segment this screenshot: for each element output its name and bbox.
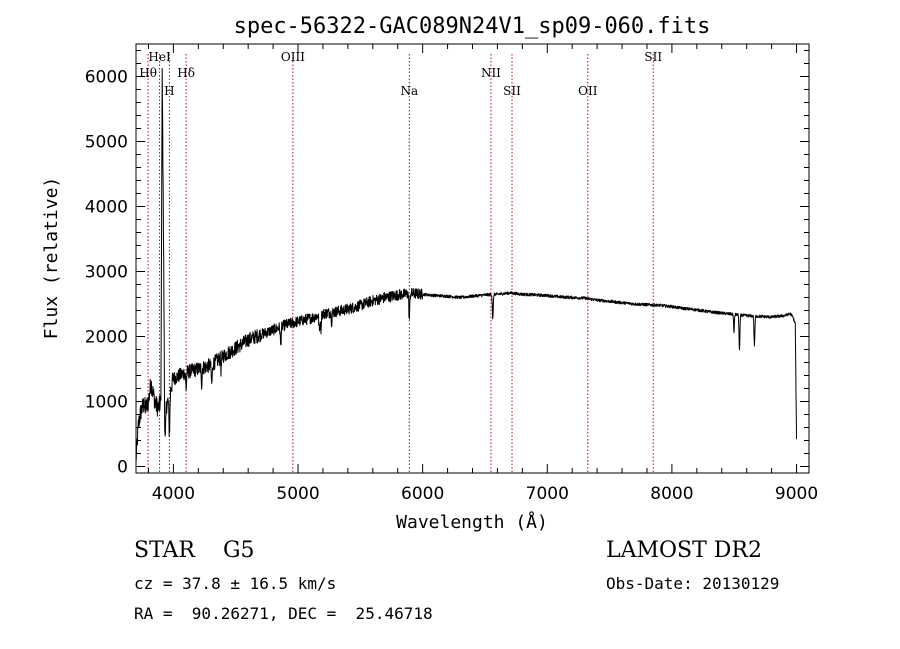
x-tick-label: 4000 xyxy=(152,484,195,504)
object-class: STAR G5 xyxy=(134,538,255,563)
redshift-velocity: cz = 37.8 ± 16.5 km/s xyxy=(134,574,337,593)
line-marker-label: OII xyxy=(578,84,598,98)
chart-title: spec-56322-GAC089N24V1_sp09-060.fits xyxy=(234,14,711,39)
y-axis-label: Flux (relative) xyxy=(41,177,62,340)
y-tick-label: 2000 xyxy=(85,328,128,348)
y-tick-label: 4000 xyxy=(85,198,128,218)
plot-frame xyxy=(135,43,810,474)
axes: 4000 5000 6000 7000 8000 9000 0 1000 2000 3000 400… xyxy=(85,44,818,504)
y-tick-label: 6000 xyxy=(85,68,128,88)
line-marker-label: Na xyxy=(400,84,418,98)
x-tick-label: 5000 xyxy=(276,484,319,504)
spectrum-line xyxy=(135,68,797,461)
observation-date: Obs-Date: 20130129 xyxy=(606,574,780,593)
line-marker-label: H xyxy=(164,84,174,98)
line-marker-label: SII xyxy=(644,50,662,64)
line-marker-label: HeI xyxy=(148,50,171,64)
x-tick-label: 6000 xyxy=(401,484,444,504)
line-marker-label: OIII xyxy=(281,50,305,64)
line-marker-label: NII xyxy=(481,66,501,80)
y-tick-label: 0 xyxy=(117,458,128,478)
line-marker-label: Hδ xyxy=(177,66,195,80)
y-tick-label: 5000 xyxy=(85,133,128,153)
line-marker-label: Hθ xyxy=(139,66,157,80)
x-tick-label: 8000 xyxy=(650,484,693,504)
survey-name: LAMOST DR2 xyxy=(606,538,762,563)
y-tick-label: 3000 xyxy=(85,263,128,283)
line-marker-label: SII xyxy=(503,84,521,98)
x-tick-label: 7000 xyxy=(526,484,569,504)
spectrum-layer xyxy=(135,68,797,461)
x-axis-label: Wavelength (Å) xyxy=(396,511,548,533)
coordinates: RA = 90.26271, DEC = 25.46718 xyxy=(134,604,433,623)
y-tick-label: 1000 xyxy=(85,393,128,413)
x-tick-label: 9000 xyxy=(775,484,818,504)
